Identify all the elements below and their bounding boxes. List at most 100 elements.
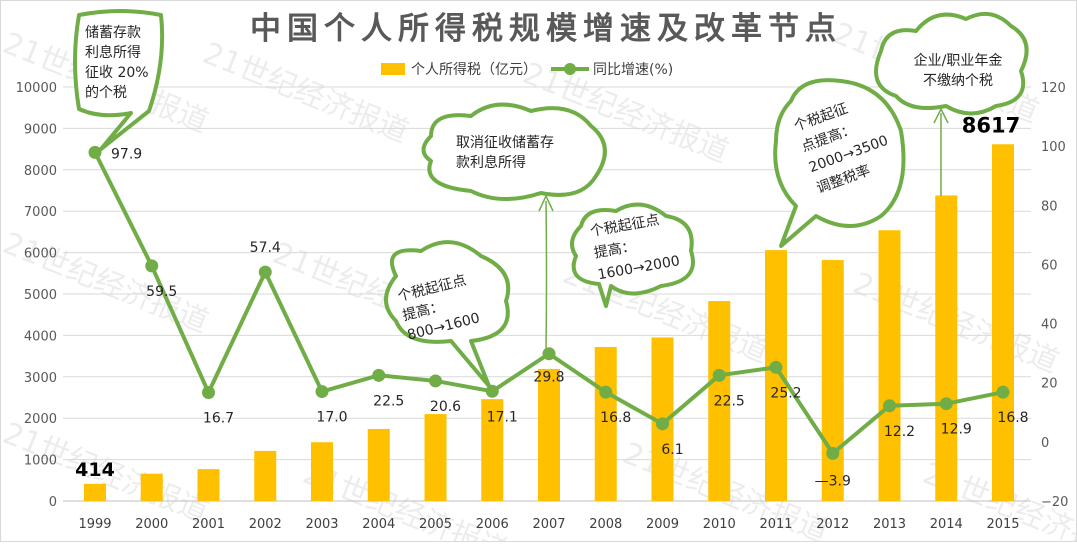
- x-tick-label: 2001: [192, 517, 225, 532]
- bar-2000: [140, 473, 163, 501]
- bar-2002: [254, 450, 277, 501]
- bar-2004: [367, 428, 390, 501]
- growth-label: 6.1: [661, 442, 683, 458]
- bar-2014: [935, 195, 958, 501]
- growth-point-2008: [599, 385, 613, 399]
- bar-2003: [311, 442, 333, 501]
- growth-point-2001: [202, 385, 215, 399]
- growth-point-2006: [485, 384, 499, 398]
- axes: 0100020003000400050006000700080009000100…: [16, 81, 1069, 532]
- growth-point-2003: [315, 385, 329, 399]
- growth-point-2002: [258, 265, 272, 279]
- callout-line: 企业/职业年金: [914, 52, 1003, 69]
- x-tick-label: 2008: [589, 517, 622, 532]
- bar-2011: [765, 250, 787, 501]
- bar-2012: [821, 260, 844, 501]
- legend-line-label: 同比增速(%): [593, 62, 673, 78]
- growth-label: 29.8: [533, 370, 564, 386]
- growth-point-2007: [542, 347, 556, 361]
- growth-label: —3.9: [815, 473, 851, 489]
- growth-label: 12.2: [884, 424, 915, 440]
- growth-point-2015: [996, 385, 1010, 399]
- growth-label: 12.9: [941, 422, 972, 438]
- left-tick-label: 0: [49, 495, 57, 510]
- left-tick-label: 5000: [24, 288, 57, 303]
- growth-line: 97.9 59.5 16.7 57.4 17.0 22.5 20.6 17.1 29.8 16.8…: [88, 145, 1029, 489]
- growth-point-2000: [145, 259, 159, 273]
- right-tick-label: 80: [1041, 199, 1058, 214]
- callout-bubble: [73, 9, 165, 151]
- watermark-text: 21世纪经济报道: [198, 36, 413, 150]
- callout-bubble: [874, 11, 1029, 116]
- bar-2015: [992, 144, 1014, 501]
- arrow-2014: [933, 107, 949, 196]
- arrow-2007: [538, 194, 554, 352]
- callout-line: 储蓄存款: [85, 25, 141, 41]
- callout-line: 不缴纳个税: [923, 73, 993, 89]
- right-tick-label: 120: [1041, 81, 1066, 96]
- left-tick-label: 7000: [24, 205, 57, 220]
- growth-label: 25.2: [770, 385, 801, 401]
- left-tick-label: 1000: [24, 454, 57, 469]
- legend-bar-label: 个人所得税（亿元）: [411, 61, 537, 78]
- callout-bubble: [570, 202, 695, 308]
- callout-line: 的个税: [85, 85, 127, 101]
- left-tick-label: 10000: [16, 81, 57, 96]
- bar-2008: [594, 346, 617, 501]
- right-tick-label: 60: [1041, 258, 1058, 273]
- x-tick-label: 2005: [419, 517, 452, 532]
- x-tick-label: 2009: [646, 517, 679, 532]
- legend-line-marker: [564, 63, 576, 75]
- right-tick-label: 40: [1041, 318, 1058, 333]
- growth-label: 16.8: [600, 410, 631, 426]
- growth-point-2012: [826, 446, 840, 460]
- x-tick-label: 2011: [759, 517, 792, 532]
- left-tick-label: 2000: [24, 412, 57, 427]
- growth-label: 22.5: [714, 393, 745, 409]
- x-tick-label: 2000: [135, 517, 168, 532]
- left-tick-label: 3000: [24, 371, 57, 386]
- callout-bubble: [773, 78, 906, 248]
- bar-2006: [481, 399, 504, 501]
- x-tick-label: 2007: [532, 517, 565, 532]
- growth-point-2011: [769, 360, 783, 374]
- right-tick-label: 0: [1041, 436, 1049, 451]
- callout-line: 征收 20%: [85, 65, 149, 81]
- callout-line: 取消征收储蓄存: [456, 135, 554, 151]
- bar-2007: [538, 368, 560, 501]
- x-tick-label: 2015: [986, 517, 1019, 532]
- x-tick-label: 2010: [703, 517, 736, 532]
- growth-label: 20.6: [430, 399, 461, 415]
- growth-label: 97.9: [111, 146, 142, 162]
- bar-1999: [84, 483, 106, 501]
- bar-2010: [708, 301, 731, 501]
- callout-line: 利息所得: [85, 44, 141, 61]
- growth-point-2009: [656, 417, 669, 431]
- growth-label: 57.4: [250, 240, 281, 256]
- x-tick-label: 2003: [305, 517, 338, 532]
- left-tick-label: 8000: [24, 164, 57, 179]
- callout-bubble: [384, 240, 511, 388]
- growth-point-2004: [372, 368, 386, 382]
- x-tick-label: 1999: [78, 517, 111, 532]
- right-tick-label: 20: [1041, 377, 1058, 392]
- chart-title: 中国个人所得税规模增速及改革节点: [250, 11, 842, 47]
- legend-bar-swatch: [381, 63, 405, 75]
- left-tick-label: 9000: [24, 122, 57, 137]
- x-tick-label: 2012: [816, 517, 849, 532]
- left-tick-label: 6000: [24, 247, 57, 262]
- bar-2005: [424, 414, 447, 501]
- growth-label: 17.0: [316, 410, 347, 426]
- callout-bubble: [421, 102, 607, 202]
